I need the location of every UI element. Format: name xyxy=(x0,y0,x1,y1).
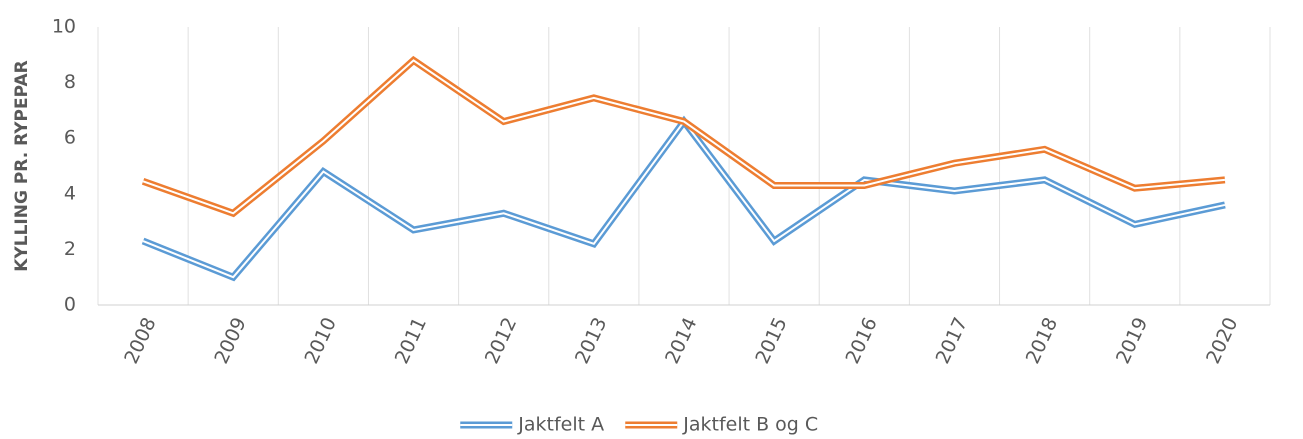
y-tick-label: 8 xyxy=(64,71,76,93)
x-tick-label: 2011 xyxy=(391,314,431,367)
x-tick-label: 2013 xyxy=(571,314,611,367)
x-tick-label: 2018 xyxy=(1022,314,1062,367)
x-tick-label: 2020 xyxy=(1202,314,1242,367)
x-tick-label: 2010 xyxy=(301,314,341,367)
y-tick-label: 6 xyxy=(64,127,76,149)
x-tick-label: 2019 xyxy=(1112,314,1152,367)
series-line-inner xyxy=(142,59,1226,215)
series-line xyxy=(141,115,1226,282)
x-tick-label: 2017 xyxy=(932,314,972,367)
y-axis-label: KYLLING PR. RYPEPAR xyxy=(12,60,32,272)
legend-label: Jaktfelt B og C xyxy=(682,414,818,436)
y-tick-label: 4 xyxy=(64,182,76,204)
series-line-inner xyxy=(142,119,1226,279)
legend-label: Jaktfelt A xyxy=(517,414,604,436)
y-tick-label: 2 xyxy=(64,238,76,260)
y-tick-label: 10 xyxy=(52,16,76,38)
x-tick-label: 2016 xyxy=(841,314,881,367)
y-tick-label: 0 xyxy=(64,294,76,316)
x-tick-label: 2012 xyxy=(481,314,521,367)
x-tick-label: 2014 xyxy=(661,314,701,367)
x-tick-label: 2008 xyxy=(120,314,160,367)
x-tick-label: 2015 xyxy=(751,314,791,367)
x-tick-label: 2009 xyxy=(210,314,250,367)
